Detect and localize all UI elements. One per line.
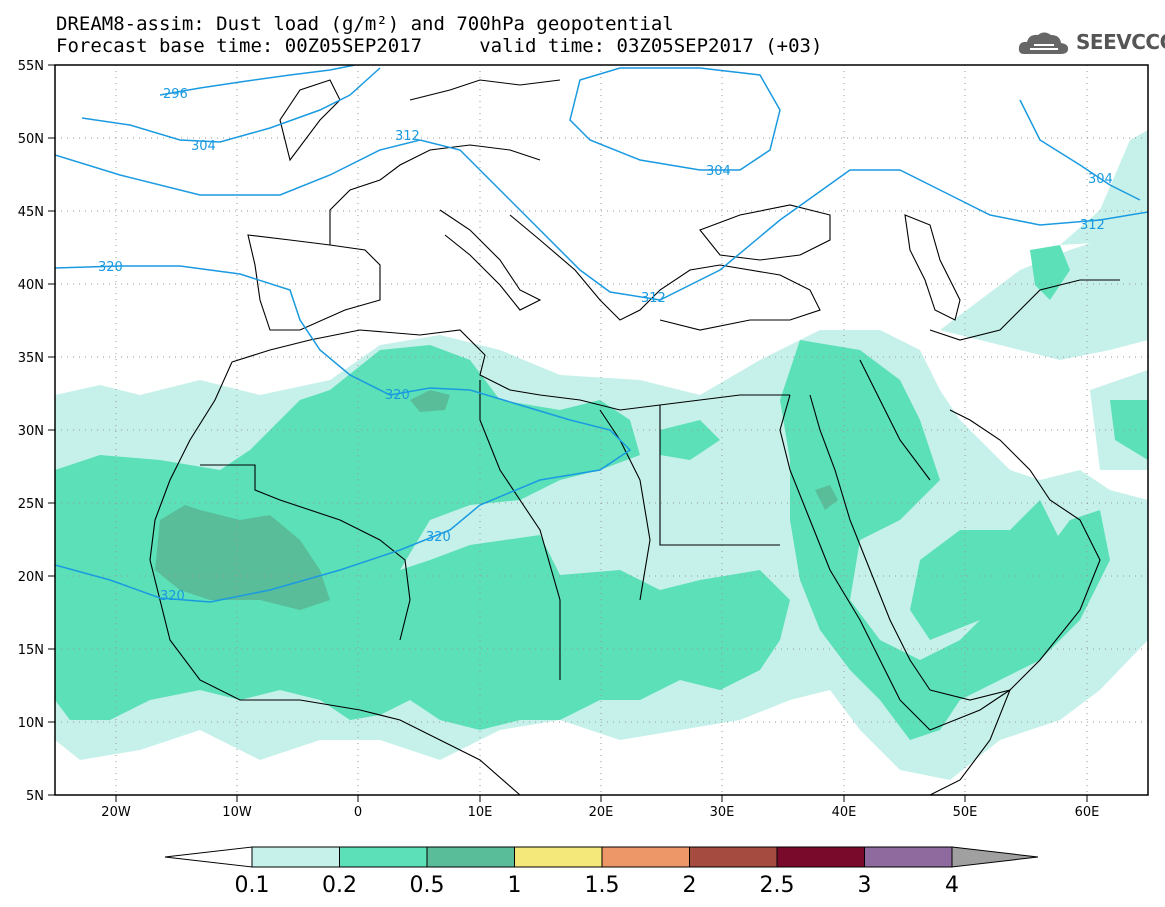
lon-label-10w: 10W: [222, 805, 252, 820]
colorbar-label: 1: [508, 873, 522, 898]
lon-label-30e: 30E: [710, 805, 735, 820]
colorbar-label: 0.2: [322, 873, 357, 898]
contour-label-312-e: 312: [1080, 218, 1105, 233]
lon-label-0: 0: [354, 805, 362, 820]
colorbar-under-arrow: [164, 846, 253, 868]
contour-label-304-e: 304: [706, 164, 731, 179]
contour-label-304-w: 304: [191, 139, 216, 154]
coastlines: [149, 79, 1120, 795]
colorbar-label: 2.5: [760, 873, 795, 898]
tick-marks: [48, 64, 1088, 802]
title-line-1: DREAM8-assim: Dust load (g/m²) and 700hP…: [56, 13, 674, 35]
contour-labels: 296 304 312 320 320 320 320 304 304 312 …: [98, 87, 1113, 604]
logo-text: SEEVCCC: [1076, 30, 1165, 54]
cloud-icon: [1018, 32, 1069, 54]
colorbar-label: 1.5: [585, 873, 620, 898]
colorbar-box: [339, 846, 428, 868]
geopotential-contours: [55, 65, 1148, 603]
colorbar-label: 2: [683, 873, 697, 898]
dust-dark: [155, 390, 838, 610]
contour-label-312-c: 312: [641, 291, 666, 306]
lat-label-30n: 30N: [18, 424, 44, 439]
lat-label-40n: 40N: [18, 278, 44, 293]
colorbar-box: [426, 846, 515, 868]
colorbar-label: 3: [858, 873, 872, 898]
colorbar-box: [689, 846, 778, 868]
lon-label-50e: 50E: [953, 805, 978, 820]
lat-label-45n: 45N: [18, 205, 44, 220]
lat-label-10n: 10N: [18, 716, 44, 731]
lat-label-20n: 20N: [18, 570, 44, 585]
lat-labels: 55N 50N 45N 40N 35N 30N 25N 20N 15N 10N …: [18, 59, 44, 804]
contour-label-304-ne: 304: [1088, 172, 1113, 187]
contour-label-320-c: 320: [385, 388, 410, 403]
colorbar-over-arrow: [951, 846, 1039, 868]
lon-label-20e: 20E: [589, 805, 614, 820]
contour-label-296: 296: [163, 87, 188, 102]
dust-medium: [55, 245, 1148, 740]
gridlines: [55, 65, 1148, 795]
contour-label-320-s: 320: [426, 530, 451, 545]
lon-label-40e: 40E: [832, 805, 857, 820]
lat-label-15n: 15N: [18, 643, 44, 658]
lat-label-50n: 50N: [18, 132, 44, 147]
lat-label-55n: 55N: [18, 59, 44, 74]
lat-label-35n: 35N: [18, 351, 44, 366]
contour-label-312-n: 312: [395, 129, 420, 144]
colorbar-box: [601, 846, 690, 868]
colorbar-box: [251, 846, 340, 868]
contour-label-320-sw: 320: [160, 589, 185, 604]
contour-label-320-w: 320: [98, 260, 123, 275]
colorbar-label: 0.1: [235, 873, 270, 898]
lat-label-25n: 25N: [18, 497, 44, 512]
colorbar-box: [864, 846, 953, 868]
colorbar: 0.1 0.2 0.5 1 1.5 2 2.5 3 4: [164, 846, 1039, 898]
lon-labels: 20W 10W 0 10E 20E 30E 40E 50E 60E: [101, 805, 1099, 820]
colorbar-label: 0.5: [410, 873, 445, 898]
lon-label-60e: 60E: [1075, 805, 1100, 820]
lon-label-20w: 20W: [101, 805, 131, 820]
colorbar-box: [776, 846, 865, 868]
colorbar-label: 4: [945, 873, 959, 898]
title-line-2: Forecast base time: 00Z05SEP2017 valid t…: [56, 35, 823, 57]
lon-label-10e: 10E: [468, 805, 493, 820]
colorbar-box: [514, 846, 603, 868]
lat-label-5n: 5N: [26, 789, 44, 804]
